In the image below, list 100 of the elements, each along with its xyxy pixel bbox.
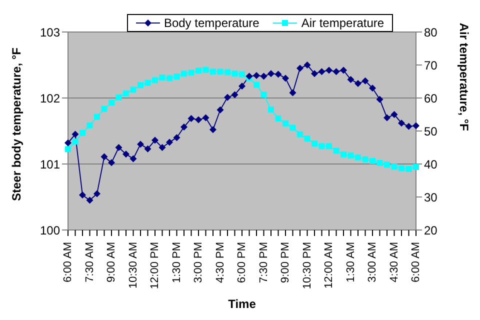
x-tick-label: 9:00 PM: [280, 242, 292, 283]
point: [384, 114, 390, 122]
point: [101, 106, 108, 112]
point: [174, 74, 180, 80]
point: [340, 66, 347, 74]
point: [158, 144, 166, 151]
point: [297, 131, 303, 138]
point: [94, 190, 100, 198]
point: [130, 86, 136, 93]
point: [398, 165, 404, 172]
x-tick-label: 9:00 AM: [106, 242, 118, 282]
point: [370, 158, 376, 164]
x-tick-label: 4:30 AM: [388, 242, 400, 282]
point: [406, 166, 412, 172]
point: [232, 70, 238, 77]
point: [64, 139, 72, 146]
point: [224, 94, 231, 101]
point: [304, 62, 311, 68]
point: [173, 134, 180, 142]
x-tick-label: 3:00 AM: [366, 242, 378, 282]
point: [216, 106, 224, 114]
x-axis-title: Time: [228, 297, 256, 311]
point: [239, 71, 245, 78]
y2-tick-label: 40: [424, 157, 438, 172]
point: [188, 70, 194, 76]
point: [390, 111, 398, 118]
point: [115, 144, 122, 151]
point: [347, 76, 354, 84]
legend-label: Body temperature: [162, 16, 260, 30]
point: [217, 68, 224, 75]
point: [326, 143, 332, 150]
x-tick-label: 4:30 PM: [214, 242, 226, 283]
y2-axis-title: Air temperature, °F: [456, 22, 471, 131]
point: [282, 74, 289, 82]
point: [94, 114, 100, 120]
point: [304, 136, 310, 142]
y2-tick-label: 50: [424, 124, 438, 138]
point: [152, 136, 158, 144]
x-tick-label: 12:00 PM: [149, 242, 161, 290]
x-tick-label: 10:30 AM: [127, 242, 140, 288]
point: [65, 146, 71, 152]
point: [326, 66, 332, 74]
x-tick-label: 6:00 AM: [410, 242, 422, 282]
point: [180, 124, 188, 131]
point: [246, 72, 253, 80]
x-tick-label: 3:00 PM: [192, 242, 204, 283]
y2-tick-label: 20: [424, 223, 438, 238]
point: [166, 75, 172, 82]
point: [80, 130, 86, 136]
x-tick-label: 12:00 AM: [323, 242, 335, 288]
point: [355, 154, 361, 160]
point: [275, 115, 282, 122]
y2-tick-label: 80: [424, 25, 438, 40]
point: [72, 130, 79, 138]
point: [318, 143, 325, 150]
point: [210, 68, 216, 75]
point: [196, 68, 202, 74]
point: [376, 96, 384, 103]
point: [254, 82, 260, 88]
x-tick-label: 6:00 PM: [236, 242, 248, 283]
point: [195, 116, 202, 124]
point: [253, 72, 260, 80]
point: [72, 138, 78, 145]
x-tick-label: 7:30 AM: [84, 242, 96, 282]
point: [260, 72, 268, 80]
point: [202, 66, 209, 73]
x-tick-label: 1:30 PM: [170, 242, 183, 283]
y-tick-label: 100: [40, 223, 60, 238]
point: [116, 94, 122, 100]
point: [289, 89, 296, 96]
y2-tick-label: 30: [424, 190, 438, 204]
point: [144, 145, 152, 152]
point: [238, 82, 246, 90]
x-tick-label: 10:30 PM: [301, 242, 314, 290]
y-tick-label: 101: [40, 157, 60, 172]
point: [202, 114, 210, 122]
point: [100, 153, 108, 160]
point: [108, 100, 114, 106]
point: [282, 120, 288, 126]
point: [340, 151, 346, 158]
point: [108, 159, 115, 166]
y-tick-label: 102: [40, 91, 60, 106]
point: [290, 124, 296, 131]
point: [312, 140, 318, 147]
point: [412, 122, 420, 130]
point: [86, 122, 93, 128]
point: [413, 164, 419, 170]
point: [268, 70, 274, 78]
point: [318, 68, 326, 76]
point: [166, 138, 173, 146]
point: [181, 70, 187, 77]
point: [123, 90, 129, 96]
point: [159, 74, 166, 81]
point: [398, 120, 405, 127]
point: [333, 148, 340, 154]
point: [391, 164, 398, 170]
point: [384, 162, 390, 168]
point: [231, 91, 238, 98]
point: [274, 70, 282, 78]
point: [296, 64, 304, 72]
